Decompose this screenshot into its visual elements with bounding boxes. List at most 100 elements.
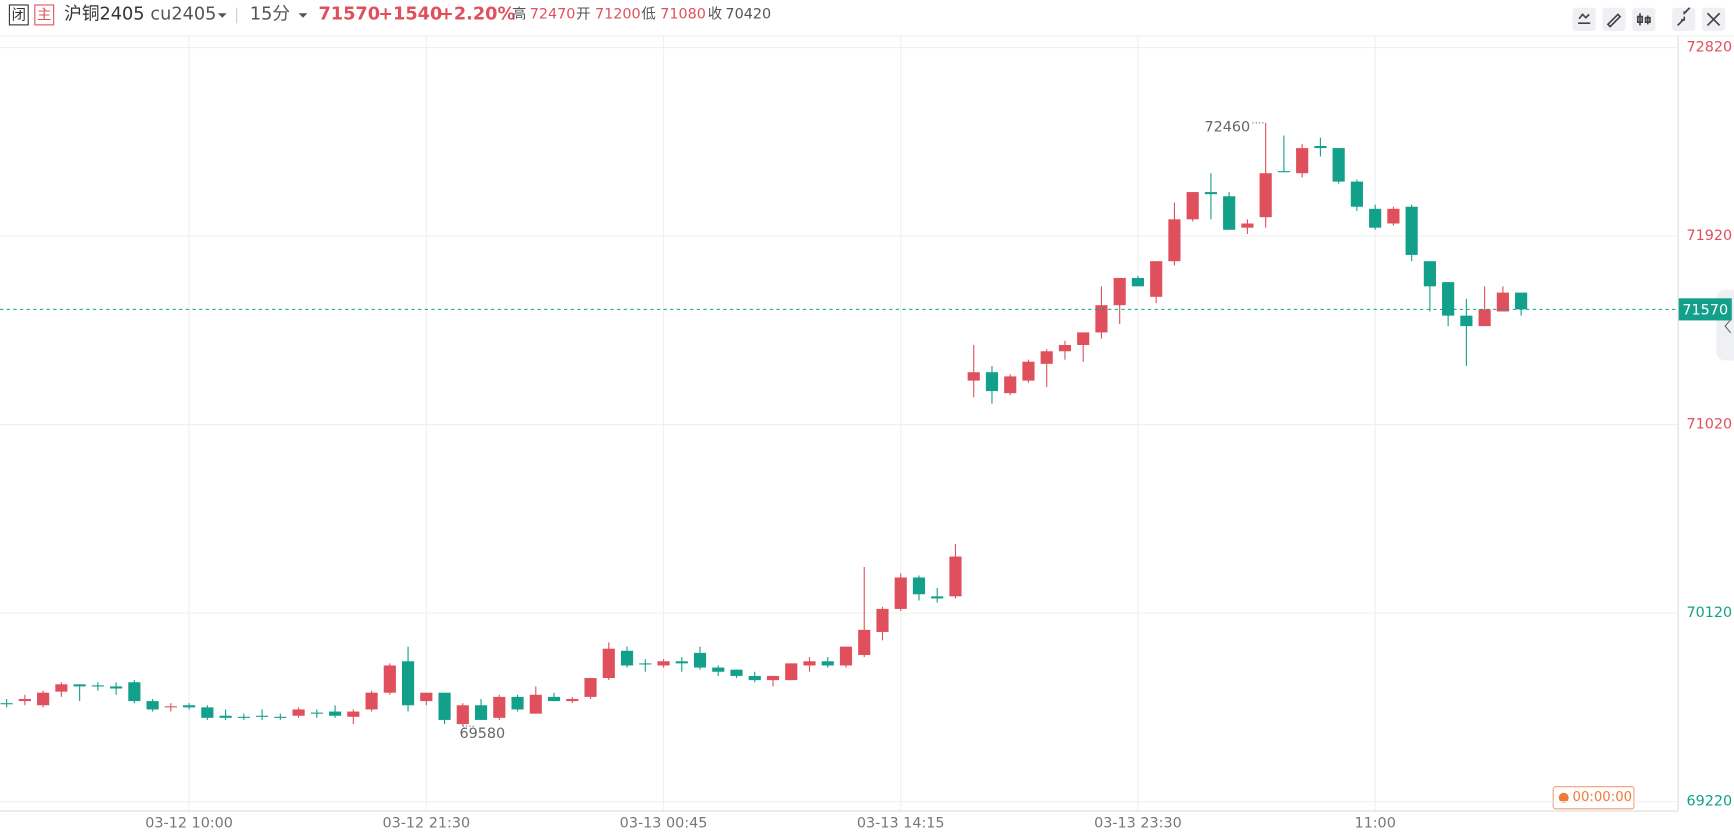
stat-label: 低 — [641, 5, 655, 22]
last-price-label: 71570 — [1682, 302, 1728, 318]
high-annotation: 72460 — [1204, 119, 1250, 135]
candle-body — [620, 650, 634, 666]
x-tick-label: 03-13 14:15 — [857, 816, 945, 832]
candle-body — [547, 696, 561, 702]
timer: 00:00:00 — [1573, 790, 1633, 805]
candle-body — [1095, 305, 1108, 333]
dropdown-arrow[interactable] — [298, 13, 308, 18]
y-tick-label: 71920 — [1686, 228, 1732, 244]
code[interactable]: cu2405 — [150, 4, 216, 24]
candle-body — [858, 629, 871, 655]
candle-body — [876, 608, 889, 632]
candle-body — [803, 661, 816, 666]
x-tick-label: 03-12 21:30 — [382, 816, 470, 832]
candle-body — [1058, 344, 1072, 352]
x-tick-label: 03-12 10:00 — [145, 816, 233, 832]
dropdown-arrow[interactable] — [217, 13, 227, 18]
candle-button[interactable] — [1632, 7, 1656, 31]
candle-body — [1277, 171, 1290, 173]
candle-body — [1460, 315, 1473, 327]
candle-body — [675, 661, 688, 664]
candle-body — [730, 669, 743, 676]
candle-body — [1423, 261, 1436, 287]
candle-body — [821, 661, 834, 666]
candle-body — [128, 682, 141, 702]
candle-body — [401, 661, 415, 706]
candle-body — [602, 648, 615, 679]
candle-body — [1350, 181, 1363, 207]
icon — [1636, 13, 1651, 26]
candle-body — [1168, 219, 1181, 262]
candle-body — [219, 715, 232, 718]
candle-body — [365, 692, 378, 710]
candle-body — [985, 372, 999, 392]
candle-body — [183, 705, 196, 708]
candle-body — [1150, 261, 1163, 297]
candle-body — [55, 684, 68, 692]
x-tick-label: 11:00 — [1354, 816, 1395, 832]
candle-body — [1515, 292, 1528, 310]
candle-body — [931, 596, 944, 599]
candle-body — [438, 692, 451, 720]
candle-body — [766, 675, 780, 681]
stat-label: 收 — [708, 5, 722, 22]
candle-body — [1131, 277, 1145, 287]
candle-body — [474, 705, 488, 720]
candle-body — [1387, 208, 1400, 224]
badge-main[interactable]: 主 — [37, 6, 51, 23]
y-tick-label: 71020 — [1686, 417, 1732, 433]
candle-body — [529, 694, 542, 714]
badge-close-box[interactable] — [8, 4, 29, 26]
stat-value: 72470 — [530, 6, 576, 22]
stat-value: 71200 — [595, 6, 641, 22]
change: +1540 — [378, 4, 442, 24]
candle-body — [110, 686, 123, 689]
candle-body — [493, 696, 506, 718]
candle-body — [748, 675, 761, 681]
candle-body — [1296, 148, 1309, 174]
candle-body — [164, 706, 177, 708]
candle-body — [1259, 173, 1272, 218]
candle-body — [201, 707, 214, 718]
candle-body — [1223, 196, 1236, 230]
candle-body — [566, 698, 579, 702]
icon — [1578, 13, 1591, 25]
side-tab-arrow — [1724, 319, 1732, 334]
y-tick-label: 72820 — [1686, 40, 1732, 56]
candle-body — [1040, 351, 1053, 364]
y-tick-label: 70120 — [1686, 605, 1732, 621]
x-tick-label: 03-13 00:45 — [620, 816, 708, 832]
candle-body — [73, 684, 86, 687]
candle-body — [1113, 277, 1126, 306]
stat-label: 开 — [576, 6, 590, 22]
indicator-button[interactable] — [1572, 7, 1596, 31]
candle-body — [1004, 376, 1017, 394]
candle-body — [584, 678, 597, 697]
candle-body — [1332, 148, 1345, 182]
candle-body — [785, 663, 798, 681]
badge-close[interactable]: 闭 — [12, 6, 26, 23]
icon — [1606, 13, 1622, 28]
candle-body — [146, 701, 159, 710]
stat-label: 高 — [512, 5, 526, 22]
candle-body — [1369, 208, 1382, 228]
candle-body — [1478, 309, 1491, 327]
candle-body — [1186, 192, 1199, 220]
change-pct: +2.20% — [439, 4, 515, 24]
symbol[interactable]: 沪铜2405 — [64, 3, 144, 24]
badge-main-box[interactable] — [34, 4, 55, 26]
candle-body — [657, 661, 670, 666]
icon — [1706, 12, 1721, 27]
candle-body — [310, 712, 323, 714]
candle-body — [1241, 223, 1254, 228]
candle-body — [912, 577, 926, 595]
period[interactable]: 15分 — [250, 3, 290, 24]
candle-body — [949, 556, 962, 597]
candle-body — [0, 703, 13, 705]
icon — [1677, 7, 1691, 27]
timer-icon — [1558, 792, 1569, 803]
timer-box — [1552, 786, 1635, 810]
low-annotation: 69580 — [459, 726, 505, 742]
candle-body — [967, 372, 980, 381]
